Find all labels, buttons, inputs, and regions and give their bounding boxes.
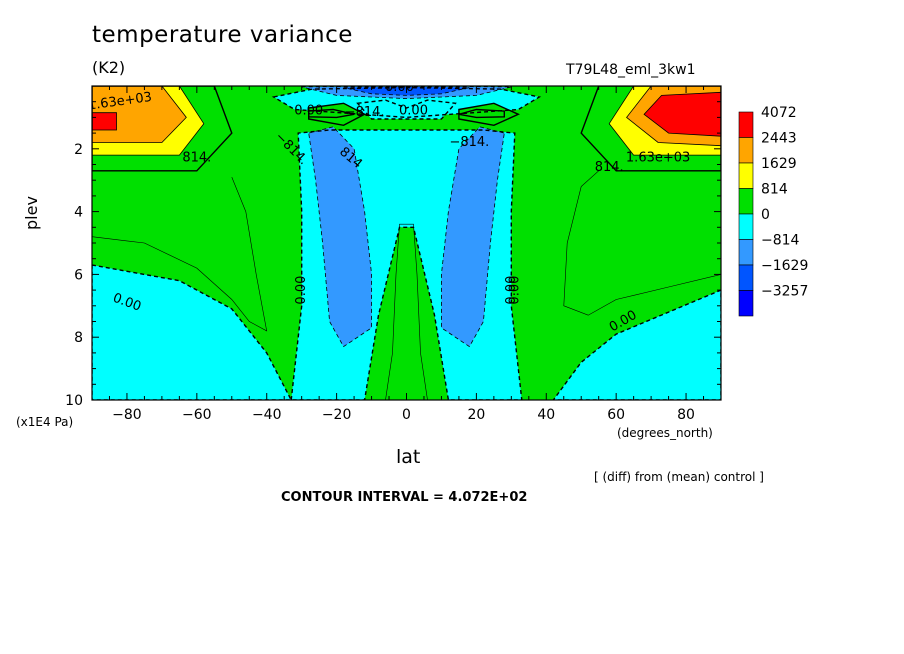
y-tick-label: 4: [74, 205, 83, 221]
colorbar-swatch: [738, 290, 754, 317]
contour-line: [458, 102, 521, 127]
colorbar-label: 0: [761, 207, 770, 223]
x-tick-label: −60: [182, 407, 212, 423]
contour-line: [92, 112, 117, 131]
contour-region: [92, 112, 117, 130]
contour-label: 0.00: [294, 104, 323, 119]
x-axis-units: (degrees_north): [617, 426, 713, 440]
x-axis-label: lat: [396, 446, 421, 468]
contour-region: [92, 265, 292, 400]
x-tick-label: 40: [537, 407, 555, 423]
colorbar-swatch: [738, 188, 754, 215]
contour-line: [458, 108, 505, 119]
contour-line: [626, 86, 721, 147]
x-tick-label: −20: [322, 407, 352, 423]
contour-label: 0.00: [294, 276, 309, 305]
contour-line: [343, 86, 470, 96]
contour-line: [92, 264, 292, 400]
contour-region: [357, 100, 456, 119]
contour-line: [290, 129, 523, 400]
contour-label: −814.: [449, 135, 489, 150]
colorbar-label: 2443: [761, 131, 797, 147]
colorbar-label: 4072: [761, 105, 797, 121]
x-tick-label: −80: [112, 407, 142, 423]
contour-interval: CONTOUR INTERVAL = 4.072E+02: [281, 490, 528, 505]
contour-label: 0.00: [507, 276, 522, 305]
y-tick-label: 6: [74, 267, 83, 283]
contour-line: [92, 86, 205, 156]
contour-label: 0.00: [385, 80, 414, 95]
contour-line: [440, 126, 505, 348]
contour-label: 1.63e+03: [626, 151, 690, 166]
contour-line: [580, 86, 721, 172]
contour-line: [552, 289, 721, 400]
colorbar-swatch: [738, 111, 754, 138]
contour-region: [553, 290, 721, 400]
contour-label: 814.: [595, 160, 624, 175]
contour-region: [644, 92, 721, 137]
contour-region: [308, 126, 372, 347]
contour-line: [563, 170, 721, 316]
contour-label: 814.: [182, 151, 211, 166]
contour-line: [356, 99, 457, 120]
colorbar-label: −1629: [761, 258, 808, 274]
contour-line: [385, 223, 428, 400]
contour-line: [271, 86, 542, 119]
x-tick-label: −40: [252, 407, 282, 423]
contour-line: [92, 176, 268, 332]
y-axis-scale: (x1E4 Pa): [16, 415, 74, 429]
contour-line: [308, 108, 355, 119]
colorbar-swatch: [738, 264, 754, 291]
x-tick-label: 0: [402, 407, 411, 423]
x-tick-label: 60: [607, 407, 625, 423]
contour-line: [92, 86, 233, 172]
y-tick-label: 10: [65, 393, 83, 409]
diff-note: [ (diff) from (mean) control ]: [594, 470, 764, 484]
colorbar-label: −3257: [761, 284, 808, 300]
colorbar-label: −814: [761, 233, 800, 249]
y-tick-label: 2: [74, 142, 83, 158]
run-label: T79L48_eml_3kw1: [566, 62, 696, 78]
x-tick-label: 80: [677, 407, 695, 423]
contour-line: [308, 126, 373, 348]
chart-title: temperature variance: [92, 22, 353, 48]
colorbar-swatch: [738, 213, 754, 240]
contour-label: −814.: [345, 105, 385, 120]
contour-line: [643, 91, 721, 137]
contour-line: [92, 86, 187, 143]
contour-label: 0.00: [504, 276, 519, 305]
y-tick-label: 8: [74, 330, 83, 346]
colorbar-swatch: [738, 162, 754, 189]
colorbar-swatch: [738, 239, 754, 266]
chart-units: (K2): [92, 58, 126, 77]
contour-line: [608, 86, 721, 156]
colorbar-label: 814: [761, 182, 788, 198]
contour-label: 0.00: [399, 104, 428, 119]
colorbar-label: 1629: [761, 156, 797, 172]
contour-region: [441, 126, 505, 347]
x-tick-label: 20: [467, 407, 485, 423]
colorbar-swatch: [738, 137, 754, 164]
